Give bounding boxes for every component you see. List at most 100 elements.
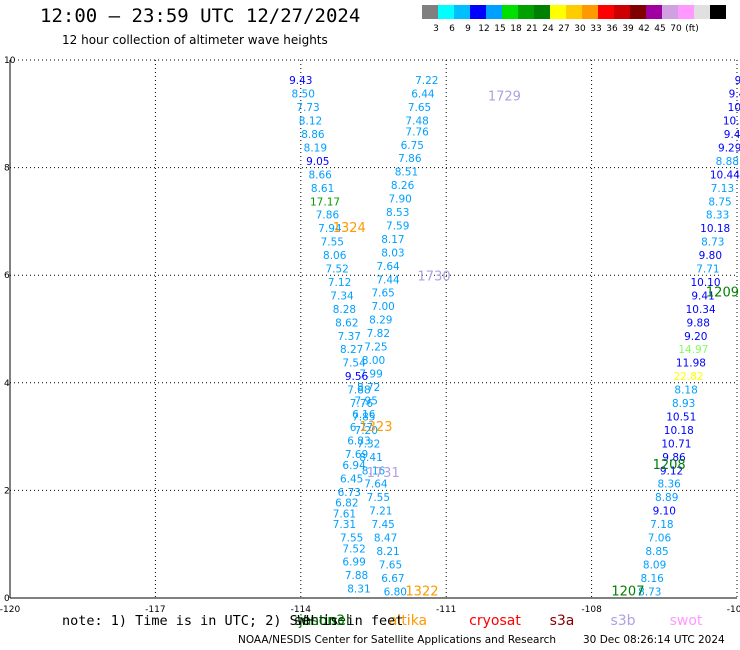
wave-height-value: 7.44 [376,274,400,286]
wave-height-value: 7.55 [367,492,390,504]
wave-height-value: 7.59 [386,220,409,232]
wave-height-value: 8.33 [706,210,729,222]
mission-label: altika [389,613,427,629]
wave-height-value: 7.55 [321,237,344,249]
legend-swatch [550,5,566,19]
wave-height-value: 8.19 [304,142,327,154]
wave-height-value: 8.12 [299,116,322,128]
legend-swatch [678,5,694,19]
wave-height-value: 7.82 [367,328,390,340]
wave-height-value: 8.73 [701,237,724,249]
track-time-label: 1323 [359,420,392,435]
wave-height-value: 10.51 [666,411,696,423]
page-subtitle: 12 hour collection of altimeter wave hei… [62,33,328,47]
wave-height-value: 8.62 [335,317,358,329]
legend-label: 45 [654,24,665,34]
x-tick-label: -111 [436,605,456,615]
x-tick-label: -120 [0,605,20,615]
color-legend: 3 6 9 12 15 18 21 24 27 30 33 36 39 42 45 70 (ft) [422,5,726,34]
wave-height-value: 10.10 [690,277,720,289]
wave-height-value: 9.43 [289,75,312,87]
wave-height-value: 6.75 [401,140,424,152]
wave-height-value: 10.34 [686,304,716,316]
wave-height-value: 10.9 [723,116,740,128]
legend-label: (ft) [685,24,699,34]
wave-height-value: 8.03 [381,247,404,259]
wave-height-value: 8.16 [640,573,664,585]
legend-swatch [694,5,710,19]
wave-height-value: 8.85 [645,546,668,558]
wave-height-value: 17.17 [310,196,340,208]
wave-height-value: 6.83 [347,436,370,448]
wave-height-value: 7.88 [345,570,368,582]
y-tick-label: 8 [4,164,10,174]
mission-label: cryosat [469,613,521,629]
grid [10,59,738,598]
wave-height-value: 7.06 [648,533,672,545]
wave-height-value: 7.76 [405,126,429,138]
wave-height-value: 7.25 [364,342,387,354]
wave-height-value: 8.31 [347,584,370,596]
wave-height-value: 8.93 [672,398,695,410]
wave-height-value: 9.20 [684,331,707,343]
wave-height-value: 7.54 [342,358,366,370]
note-text: note: 1) Time is in UTC; 2) SWH is in fe… [62,613,404,629]
wave-height-value: 7.55 [340,533,363,545]
wave-height-value: 7.88 [347,385,370,397]
legend-label: 6 [449,24,455,34]
track-time-label: 1730 [418,270,451,285]
legend-label: 70 [670,24,682,34]
wave-height-value: 7.73 [296,102,319,114]
wave-height-value: 8.66 [308,169,332,181]
legend-swatch [582,5,598,19]
wave-height-value: 7.99 [359,368,382,380]
wave-height-value: 7.37 [338,331,361,343]
legend-label: 15 [494,24,505,34]
mission-label: s3a [550,613,575,629]
track-time-label: 1324 [333,221,366,236]
wave-height-value: 7.45 [371,519,394,531]
wave-height-value: 8.06 [323,250,347,262]
legend-label: 9 [465,24,471,34]
wave-height-value: 10.71 [661,438,691,450]
legend-swatch [454,5,470,19]
wave-height-value: 8.00 [362,355,385,367]
wave-height-value: 7.12 [328,277,351,289]
wave-height-value: 10. [728,102,740,114]
track-time-label: 1209 [706,286,739,301]
wave-height-value: 9.88 [687,317,710,329]
mission-label: s3b [610,613,635,629]
legend-label: 21 [526,24,537,34]
wave-height-value: 10.44 [710,169,740,181]
legend-label: 12 [478,24,489,34]
plot-area: 7.226.447.657.487.766.757.868.518.267.90… [289,75,740,599]
wave-height-value: 8.61 [311,183,334,195]
wave-height-value: 8.41 [359,452,382,464]
wave-height-value: 7.22 [415,75,438,87]
y-tick-label: 10 [4,56,16,66]
wave-height-value: 8.36 [657,479,681,491]
wave-height-value: 8.09 [643,559,666,571]
legend-swatch [630,5,646,19]
wave-height-value: 7.65 [379,559,402,571]
legend-swatch [486,5,502,19]
legend-swatch [422,5,438,19]
wave-height-value: 7.95 [355,395,378,407]
wave-height-value: 6.45 [340,473,363,485]
wave-height-value: 7.86 [398,153,422,165]
wave-height-value: 7.18 [650,519,673,531]
wave-height-value: 6.82 [335,498,358,510]
wave-height-value: 9 [735,75,740,87]
wave-height-value: 8.29 [369,315,392,327]
wave-height-value: 9.41 [691,290,714,302]
wave-height-value: 6.73 [338,487,361,499]
legend-swatch [534,5,550,19]
wave-height-value: 8.88 [716,156,739,168]
x-tick-label: -114 [291,605,312,615]
mission-label: jason3 [298,613,345,629]
wave-height-value: 9.29 [718,142,740,154]
wave-height-value: 7.64 [376,261,400,273]
legend-label: 18 [510,24,522,34]
wave-height-value: 7.20 [355,425,378,437]
wave-height-value: 7.69 [345,449,368,461]
